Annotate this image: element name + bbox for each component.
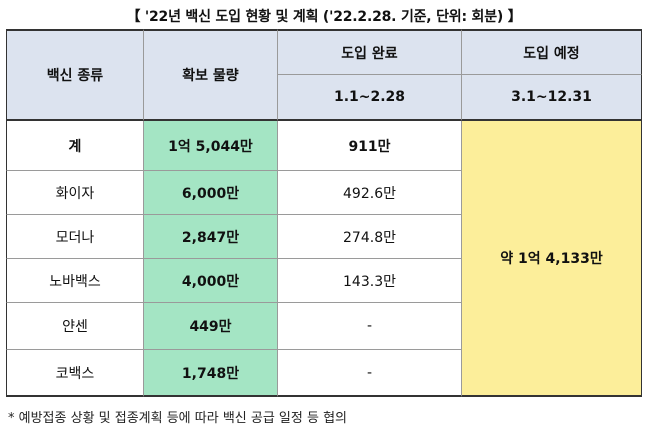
header-planned-period: 3.1~12.31 <box>462 75 642 121</box>
row-moderna-secured: 2,847만 <box>144 215 278 259</box>
row-total-name: 계 <box>6 121 144 171</box>
row-covax-secured: 1,748만 <box>144 350 278 397</box>
row-covax-name: 코백스 <box>6 350 144 397</box>
header-introduced-period: 1.1~2.28 <box>278 75 462 121</box>
table-title: 【 '22년 백신 도입 현황 및 계획 ('22.2.28. 기준, 단위: … <box>126 9 522 25</box>
row-janssen-name: 얀센 <box>6 303 144 350</box>
row-novavax-introduced: 143.3만 <box>278 259 462 303</box>
footnote: * 예방접종 상황 및 접종계획 등에 따라 백신 공급 일정 등 협의 <box>8 411 347 426</box>
row-novavax-secured: 4,000만 <box>144 259 278 303</box>
row-moderna-introduced: 274.8만 <box>278 215 462 259</box>
vaccine-table: 백신 종류 확보 물량 도입 완료 도입 예정 1.1~2.28 3.1~12.… <box>6 29 642 403</box>
row-janssen-introduced: - <box>278 303 462 350</box>
row-pfizer-introduced: 492.6만 <box>278 171 462 215</box>
header-introduced: 도입 완료 <box>278 29 462 75</box>
row-covax-introduced: - <box>278 350 462 397</box>
row-janssen-secured: 449만 <box>144 303 278 350</box>
row-novavax-name: 노바백스 <box>6 259 144 303</box>
row-moderna-name: 모더나 <box>6 215 144 259</box>
row-pfizer-name: 화이자 <box>6 171 144 215</box>
row-total-secured: 1억 5,044만 <box>144 121 278 171</box>
header-planned: 도입 예정 <box>462 29 642 75</box>
header-vaccine-type: 백신 종류 <box>6 29 144 121</box>
row-pfizer-secured: 6,000만 <box>144 171 278 215</box>
header-secured-amount: 확보 물량 <box>144 29 278 121</box>
planned-total: 약 1억 4,133만 <box>462 121 642 397</box>
row-total-introduced: 911만 <box>278 121 462 171</box>
